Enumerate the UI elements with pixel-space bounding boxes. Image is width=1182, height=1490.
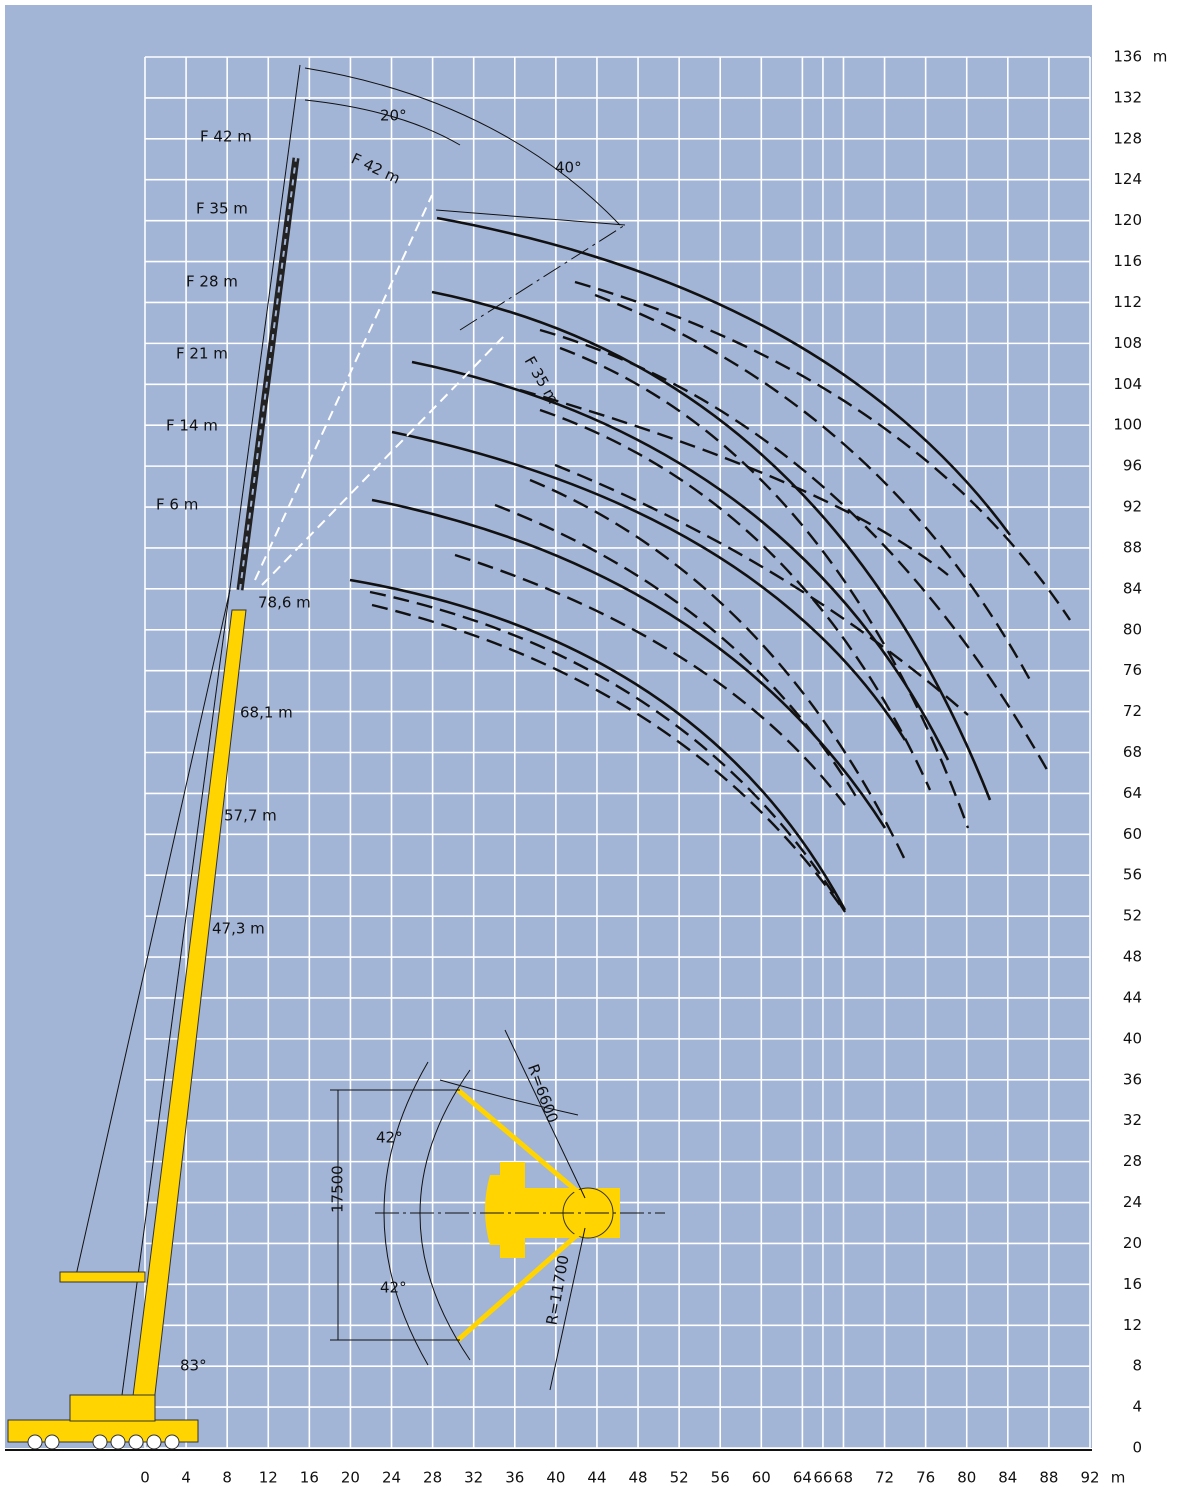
y-tick-label: 20 [1123,1234,1142,1252]
y-tick-label: 36 [1123,1070,1142,1088]
y-tick-label: 24 [1123,1193,1142,1211]
y-tick-label: 56 [1123,866,1142,884]
y-tick-label: 44 [1123,988,1142,1006]
x-tick-label: 60 [752,1469,771,1487]
annotation: F 14 m [166,417,218,435]
x-tick-label: 24 [382,1469,401,1487]
y-tick-label: 32 [1123,1111,1142,1129]
y-tick-label: 120 [1113,211,1142,229]
x-tick-label: 8 [222,1469,232,1487]
y-tick-label: 96 [1123,457,1142,475]
annotation: 57,7 m [224,807,277,825]
y-tick-label: 132 [1113,88,1142,106]
annotation: F 42 m [200,128,252,146]
y-tick-label: 8 [1132,1357,1142,1375]
x-tick-label: 16 [300,1469,319,1487]
x-tick-label: 56 [711,1469,730,1487]
x-tick-label: 12 [259,1469,278,1487]
x-tick-label: 44 [587,1469,606,1487]
x-tick-label: 48 [628,1469,647,1487]
x-tick-label: 32 [464,1469,483,1487]
annotation: 47,3 m [212,920,265,938]
annotation: F 6 m [156,496,198,514]
x-tick-label: 40 [546,1469,565,1487]
x-tick-label: 36 [505,1469,524,1487]
y-tick-label: 64 [1123,784,1142,802]
x-tick-label: 28 [423,1469,442,1487]
annotation: 78,6 m [258,594,311,612]
y-tick-label: 80 [1123,620,1142,638]
annotation: 40° [555,159,582,177]
y-tick-label: 68 [1123,743,1142,761]
y-tick-label: 52 [1123,907,1142,925]
y-tick-label: 28 [1123,1152,1142,1170]
y-unit: m [1153,48,1168,66]
x-tick-label: 92 [1080,1469,1099,1487]
annotation: F 21 m [176,345,228,363]
y-tick-label: 100 [1113,416,1142,434]
x-tick-label: 66 [813,1469,832,1487]
y-tick-label: 76 [1123,661,1142,679]
y-tick-label: 40 [1123,1029,1142,1047]
x-tick-label: 68 [834,1469,853,1487]
annotation: 17500 [329,1165,347,1213]
x-tick-label: 64 [793,1469,812,1487]
y-tick-label: 128 [1113,129,1142,147]
annotation: F 28 m [186,273,238,291]
x-tick-label: 72 [875,1469,894,1487]
y-tick-label: 72 [1123,702,1142,720]
annotation: 42° [376,1129,403,1147]
annotation: 42° [380,1279,407,1297]
x-tick-label: 4 [181,1469,191,1487]
y-tick-label: 112 [1113,293,1142,311]
chart: 0481216202428323640444852566064666872768… [0,0,1182,1490]
annotation: 20° [380,107,407,125]
annotation: F 35 m [196,200,248,218]
y-tick-label: 136 [1113,48,1142,66]
x-tick-label: 80 [957,1469,976,1487]
y-tick-label: 48 [1123,948,1142,966]
y-tick-label: 108 [1113,334,1142,352]
annotation: 83° [180,1357,207,1375]
y-tick-label: 12 [1123,1316,1142,1334]
y-tick-label: 60 [1123,825,1142,843]
x-tick-label: 76 [916,1469,935,1487]
y-tick-label: 0 [1132,1439,1142,1457]
x-tick-label: 88 [1039,1469,1058,1487]
x-tick-label: 52 [670,1469,689,1487]
y-tick-label: 88 [1123,538,1142,556]
y-tick-label: 92 [1123,498,1142,516]
x-tick-label: 84 [998,1469,1017,1487]
y-tick-label: 116 [1113,252,1142,270]
x-tick-label: 0 [140,1469,150,1487]
y-tick-label: 84 [1123,579,1142,597]
y-tick-label: 16 [1123,1275,1142,1293]
y-tick-label: 4 [1132,1398,1142,1416]
annotation: 68,1 m [240,704,293,722]
y-tick-label: 124 [1113,170,1142,188]
x-tick-label: 20 [341,1469,360,1487]
x-unit: m [1111,1469,1126,1487]
y-tick-label: 104 [1113,375,1142,393]
